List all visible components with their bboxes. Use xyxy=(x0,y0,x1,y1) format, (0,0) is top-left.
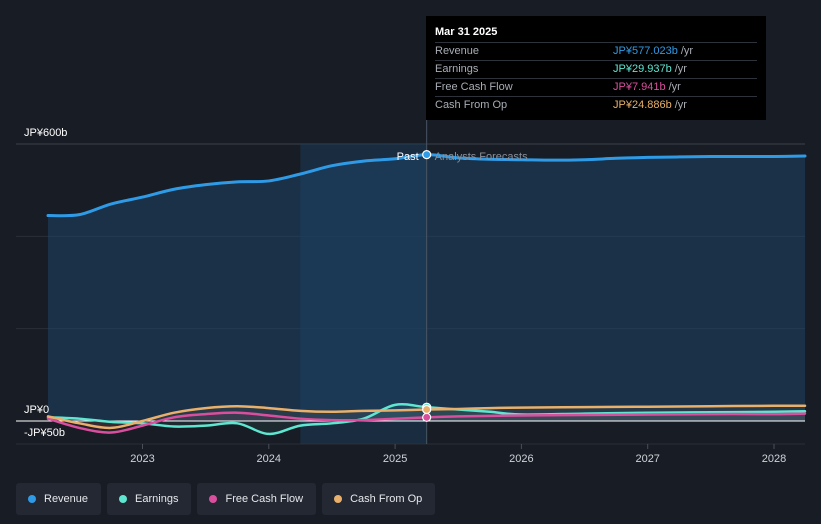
forecast-label: Analysts Forecasts xyxy=(435,151,528,163)
tooltip-value: JP¥29.937b xyxy=(613,63,672,75)
tooltip-value: JP¥7.941b xyxy=(613,81,666,93)
legend-item-revenue[interactable]: Revenue xyxy=(16,483,102,515)
tooltip-label: Cash From Op xyxy=(435,99,508,111)
x-tick-label: 2028 xyxy=(762,453,786,465)
tooltip-label: Earnings xyxy=(435,63,479,75)
y-axis-bottom-label: -JP¥50b xyxy=(24,427,65,439)
tooltip-unit: /yr xyxy=(668,81,681,93)
legend: Revenue Earnings Free Cash Flow Cash Fro… xyxy=(16,483,441,515)
x-tick-label: 2026 xyxy=(509,453,533,465)
y-axis-zero-label: JP¥0 xyxy=(24,404,49,416)
x-tick-label: 2025 xyxy=(383,453,407,465)
tooltip-value: JP¥577.023b xyxy=(613,45,678,57)
tooltip-markers xyxy=(422,150,432,422)
revenue-marker xyxy=(422,150,432,160)
cash-from-op-marker xyxy=(422,404,432,415)
tooltip-row-revenue: Revenue JP¥577.023b /yr xyxy=(435,42,757,60)
legend-label: Earnings xyxy=(135,493,179,505)
legend-label: Free Cash Flow xyxy=(225,493,304,505)
x-tick-label: 2027 xyxy=(635,453,659,465)
legend-label: Revenue xyxy=(44,493,89,505)
legend-item-cash-from-op[interactable]: Cash From Op xyxy=(322,483,436,515)
tooltip-row-cash-from-op: Cash From Op JP¥24.886b /yr xyxy=(435,96,757,114)
x-tick-label: 2023 xyxy=(130,453,154,465)
y-axis-top-label: JP¥600b xyxy=(24,127,67,139)
chart: JP¥600b JP¥0 -JP¥50b Past Analysts Forec… xyxy=(16,120,807,465)
tooltip-value: JP¥24.886b xyxy=(613,99,672,111)
legend-item-earnings[interactable]: Earnings xyxy=(107,483,192,515)
tooltip-date: Mar 31 2025 xyxy=(435,26,498,38)
tooltip-row-earnings: Earnings JP¥29.937b /yr xyxy=(435,60,757,78)
legend-dot-icon xyxy=(334,495,343,503)
legend-dot-icon xyxy=(28,495,36,503)
cash-from-op-line xyxy=(46,404,807,430)
free-cash-flow-marker xyxy=(422,412,432,422)
tooltip-unit: /yr xyxy=(674,99,687,111)
legend-dot-icon xyxy=(209,495,218,503)
tooltip-unit: /yr xyxy=(674,63,687,75)
free-cash-flow-area xyxy=(48,412,805,433)
tooltip: Mar 31 2025 Revenue JP¥577.023b /yr Earn… xyxy=(426,16,766,120)
tooltip-row-free-cash-flow: Free Cash Flow JP¥7.941b /yr xyxy=(435,78,757,96)
tooltip-label: Revenue xyxy=(435,45,480,57)
x-tick-label: 2024 xyxy=(257,453,281,465)
legend-item-free-cash-flow[interactable]: Free Cash Flow xyxy=(197,483,317,515)
x-axis-ticks: 2023 2024 2025 2026 2027 2028 xyxy=(130,444,786,465)
past-label: Past xyxy=(397,151,419,163)
tooltip-label: Free Cash Flow xyxy=(435,81,513,93)
legend-label: Cash From Op xyxy=(350,493,423,505)
legend-dot-icon xyxy=(119,495,128,503)
free-cash-flow-line xyxy=(46,411,807,434)
tooltip-unit: /yr xyxy=(680,45,694,57)
